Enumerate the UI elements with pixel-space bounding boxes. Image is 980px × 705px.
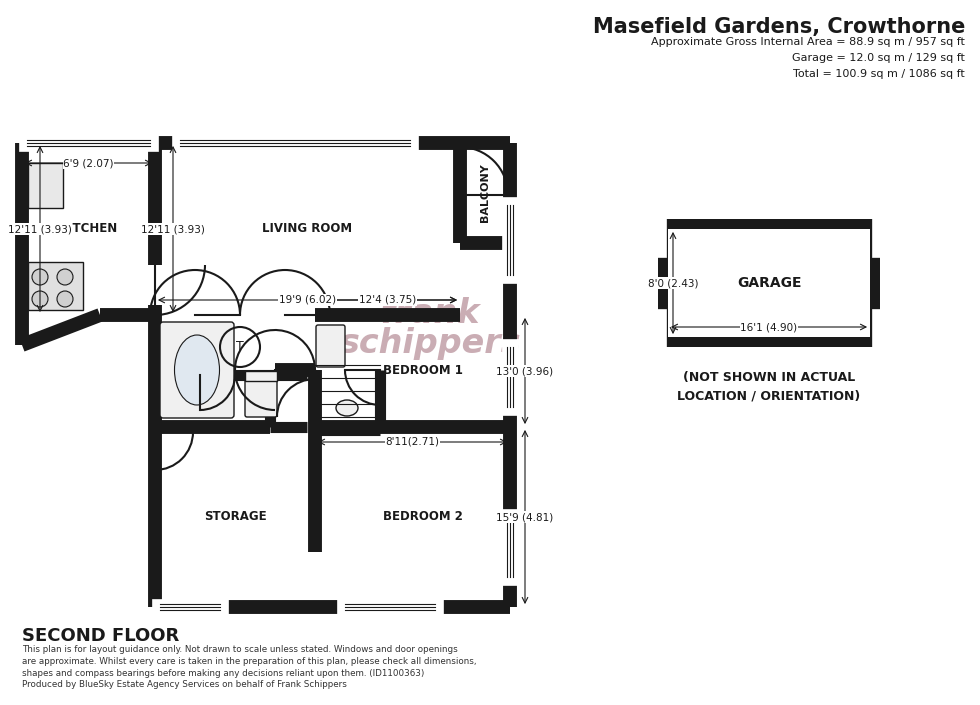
FancyBboxPatch shape (160, 322, 234, 418)
Bar (155, 143, 460, 315)
Bar (668, 229, 870, 337)
Text: (NOT SHOWN IN ACTUAL
LOCATION / ORIENTATION): (NOT SHOWN IN ACTUAL LOCATION / ORIENTAT… (677, 372, 860, 403)
Text: LIVING ROOM: LIVING ROOM (263, 223, 353, 235)
Text: 8'0 (2.43): 8'0 (2.43) (648, 278, 698, 288)
Bar (460, 143, 510, 243)
Text: 12'11 (3.93): 12'11 (3.93) (8, 224, 72, 234)
Bar (658, 219, 880, 347)
Circle shape (32, 269, 48, 285)
FancyBboxPatch shape (245, 371, 277, 417)
Ellipse shape (183, 345, 211, 365)
Text: 15'9 (4.81): 15'9 (4.81) (497, 512, 554, 522)
Text: 12'4 (3.75): 12'4 (3.75) (359, 295, 416, 305)
Text: BEDROOM 2: BEDROOM 2 (382, 510, 463, 524)
Text: BEDROOM 1: BEDROOM 1 (382, 364, 463, 377)
Text: STORAGE: STORAGE (204, 510, 267, 524)
Circle shape (32, 291, 48, 307)
Ellipse shape (174, 335, 220, 405)
Text: GARAGE: GARAGE (737, 276, 802, 290)
FancyBboxPatch shape (316, 325, 345, 367)
Bar (28, 262, 83, 310)
Text: Total = 100.9 sq m / 1086 sq ft: Total = 100.9 sq m / 1086 sq ft (793, 69, 965, 79)
Text: SECOND FLOOR: SECOND FLOOR (22, 627, 179, 645)
Text: 13'0 (3.96): 13'0 (3.96) (497, 366, 554, 376)
Bar (315, 315, 510, 607)
Ellipse shape (336, 400, 358, 416)
Text: Approximate Gross Internal Area = 88.9 sq m / 957 sq ft: Approximate Gross Internal Area = 88.9 s… (651, 37, 965, 47)
Bar (27, 143, 155, 315)
Text: This plan is for layout guidance only. Not drawn to scale unless stated. Windows: This plan is for layout guidance only. N… (22, 645, 476, 689)
Text: 6'9 (2.07): 6'9 (2.07) (64, 158, 114, 168)
Text: Garage = 12.0 sq m / 129 sq ft: Garage = 12.0 sq m / 129 sq ft (792, 53, 965, 63)
Text: schippers: schippers (339, 327, 520, 360)
Text: 8'11(2.71): 8'11(2.71) (385, 437, 439, 447)
Text: 16'1 (4.90): 16'1 (4.90) (741, 322, 798, 332)
Text: BALCONY: BALCONY (480, 164, 490, 222)
Text: 19'9 (6.02): 19'9 (6.02) (279, 295, 336, 305)
Bar (28, 163, 63, 208)
Text: frank: frank (380, 297, 480, 330)
Circle shape (57, 269, 73, 285)
Circle shape (57, 291, 73, 307)
Text: T: T (236, 341, 244, 353)
Text: Masefield Gardens, Crowthorne: Masefield Gardens, Crowthorne (593, 17, 965, 37)
Text: KITCHEN: KITCHEN (60, 223, 118, 235)
Bar (155, 315, 315, 607)
Text: 12'11 (3.93): 12'11 (3.93) (141, 224, 205, 234)
Bar (245, 371, 277, 381)
